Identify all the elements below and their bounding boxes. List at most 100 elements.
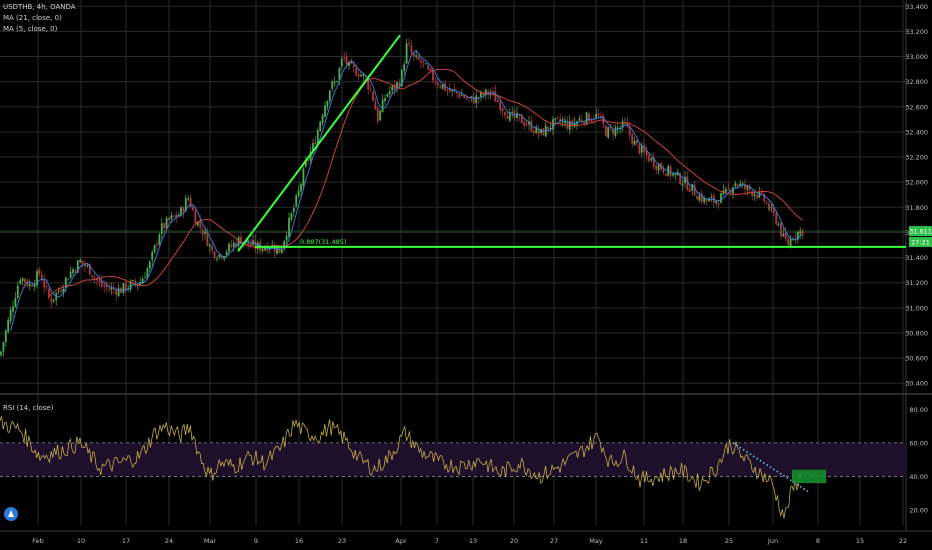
candle-body [556, 117, 559, 119]
candle-body [736, 184, 739, 186]
candle-body [199, 220, 202, 228]
countdown-text: 27:21 [911, 239, 930, 247]
candle-body [62, 288, 65, 293]
rsi-tick-label: 20.00 [909, 506, 928, 514]
candle-body [151, 252, 154, 260]
candle-body [172, 215, 175, 217]
candle-body [52, 299, 55, 302]
candle-body [429, 68, 432, 71]
candle-body [302, 168, 305, 187]
candle-body [727, 188, 730, 190]
candle-body [763, 194, 766, 202]
candle-body [103, 285, 106, 287]
candle-body [355, 68, 358, 76]
rsi-tick-label: 40.00 [909, 473, 928, 481]
candle-body [662, 167, 665, 173]
candle-body [357, 74, 360, 77]
candle-body [614, 127, 617, 137]
candle-body [525, 124, 528, 126]
candle-body [0, 351, 2, 356]
time-tick-label: 17 [122, 537, 130, 545]
candle-body [578, 118, 581, 121]
candle-body [796, 232, 799, 240]
rsi-tick-label: 80.00 [909, 406, 928, 414]
candle-body [69, 271, 72, 279]
candle-body [638, 144, 641, 154]
candle-body [453, 89, 456, 91]
price-tick-label: 33.200 [905, 28, 928, 36]
candle-body [520, 114, 523, 124]
candle-body [300, 184, 302, 192]
candle-body [482, 93, 485, 96]
candle-body [24, 278, 26, 283]
candle-body [621, 121, 624, 128]
candle-body [314, 141, 317, 145]
candle-body [292, 207, 295, 213]
candle-body [189, 198, 192, 208]
candle-body [400, 70, 403, 87]
rsi-label[interactable]: RSI (14, close) [3, 404, 54, 412]
candle-body [549, 127, 552, 129]
candle-body [552, 119, 554, 130]
candle-body [304, 160, 307, 167]
ma5-line [10, 49, 803, 331]
candle-body [756, 194, 758, 199]
candle-body [451, 89, 454, 92]
candle-body [600, 115, 602, 117]
tradingview-logo-icon[interactable] [4, 507, 18, 521]
candle-body [7, 319, 10, 333]
candle-body [688, 188, 691, 192]
time-tick-label: Apr [395, 537, 407, 545]
candle-body [700, 193, 703, 202]
candle-body [573, 122, 576, 127]
candle-body [758, 191, 761, 198]
candle-body [158, 234, 161, 245]
candle-body [580, 119, 583, 122]
candle-body [28, 283, 31, 287]
rsi-band [0, 442, 906, 477]
countdown-tag [909, 237, 932, 248]
time-tick-label: 10 [77, 537, 85, 545]
candle-body [410, 45, 413, 53]
candle-body [676, 172, 679, 176]
time-tick-label: 22 [899, 537, 907, 545]
candle-body [444, 83, 446, 91]
time-tick-label: 20 [510, 537, 518, 545]
candle-body [588, 113, 590, 122]
price-tick-label: 32.000 [905, 179, 928, 187]
candle-body [703, 197, 706, 203]
time-tick-label: 25 [725, 537, 733, 545]
candle-body [693, 185, 696, 196]
candle-body [684, 176, 686, 184]
time-tick-label: 9 [254, 537, 258, 545]
candle-body [285, 235, 288, 241]
candle-body [64, 277, 67, 288]
candle-body [74, 269, 77, 272]
candle-body [458, 93, 461, 98]
candle-body [98, 280, 101, 283]
symbol-label[interactable]: USDTHB, 4h, OANDA [3, 3, 76, 11]
last-price-text: 31.611 [909, 228, 932, 236]
candle-body [369, 88, 372, 91]
candle-body [420, 60, 422, 63]
candle-body [408, 43, 410, 45]
ma5-label[interactable]: MA (5, close, 0) [3, 25, 58, 33]
time-tick-label: 11 [640, 537, 648, 545]
candle-body [343, 57, 346, 59]
drawings[interactable]: 0.887(31.485) [0, 34, 906, 252]
candle-body [789, 238, 792, 247]
candle-body [170, 215, 173, 220]
candle-body [372, 91, 374, 101]
time-tick-label: 7 [435, 537, 439, 545]
candle-body [732, 187, 734, 194]
candle-body [535, 126, 538, 134]
candle-body [465, 97, 468, 99]
price-tick-label: 32.400 [905, 128, 928, 136]
candle-body [441, 84, 444, 89]
candle-body [633, 140, 636, 146]
candle-body [564, 121, 566, 123]
ma21-label[interactable]: MA (21, close, 0) [3, 14, 62, 22]
candle-body [230, 244, 233, 247]
candle-body [33, 284, 36, 287]
